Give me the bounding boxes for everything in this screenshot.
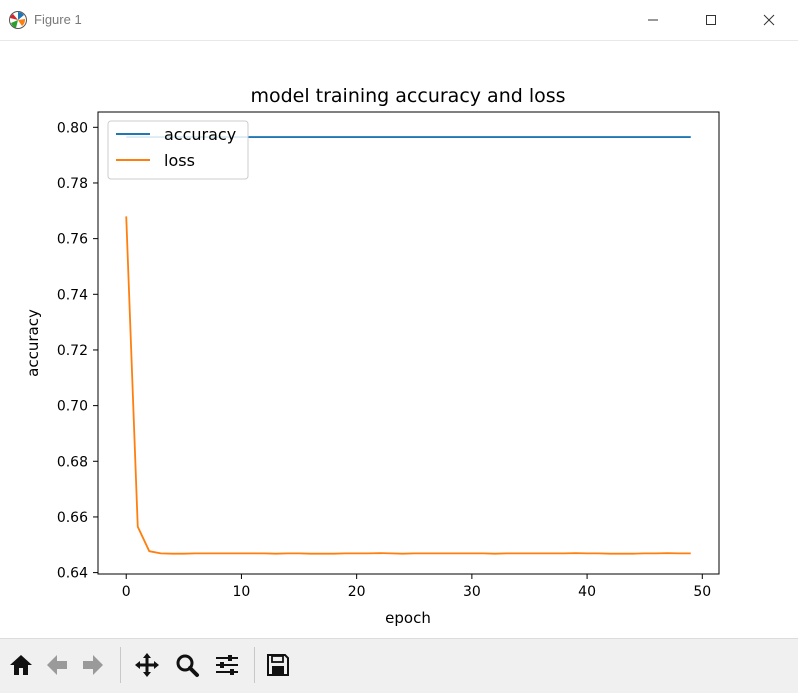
- legend: accuracy loss: [107, 120, 249, 180]
- toolbar-separator: [254, 647, 255, 683]
- y-tick-label: 0.78: [57, 176, 88, 192]
- home-button[interactable]: [5, 649, 37, 681]
- series-lines: [125, 136, 691, 555]
- configure-subplots-button[interactable]: [211, 649, 243, 681]
- window-title: Figure 1: [34, 12, 82, 27]
- save-button[interactable]: [262, 649, 294, 681]
- forward-button[interactable]: [77, 649, 109, 681]
- close-icon: [763, 14, 775, 26]
- navigation-toolbar: [0, 638, 798, 693]
- x-tick-label: 50: [693, 584, 711, 600]
- y-axis-ticks: 0.64 0.66 0.68 0.70 0.72 0.74 0.76 0.78 0.80: [57, 120, 98, 582]
- minimize-icon: [648, 19, 658, 21]
- home-icon: [10, 655, 32, 675]
- y-tick-label: 0.72: [57, 343, 88, 359]
- toolbar-separator: [120, 647, 121, 683]
- legend-box: [107, 120, 249, 180]
- chart-title: model training accuracy and loss: [250, 85, 565, 107]
- maximize-icon: [706, 15, 716, 25]
- x-tick-label: 30: [463, 584, 481, 600]
- legend-label-accuracy: accuracy: [164, 125, 236, 144]
- pan-icon: [135, 653, 159, 677]
- y-tick-label: 0.76: [57, 232, 88, 248]
- maximize-button[interactable]: [682, 0, 740, 40]
- x-tick-label: 0: [122, 584, 131, 600]
- line-chart: 0 10 20 30 40 50 0.64 0.66 0.68 0.70 0.72 0.74 0.76…: [24, 85, 720, 627]
- y-axis-label: accuracy: [24, 309, 42, 377]
- zoom-button[interactable]: [171, 649, 203, 681]
- window-titlebar: Figure 1: [0, 0, 798, 41]
- save-icon: [267, 654, 289, 676]
- x-axis-label: epoch: [385, 609, 431, 627]
- y-tick-label: 0.66: [57, 510, 88, 526]
- figure-canvas[interactable]: 0 10 20 30 40 50 0.64 0.66 0.68 0.70 0.72 0.74 0.76…: [0, 41, 798, 638]
- minimize-button[interactable]: [624, 0, 682, 40]
- y-tick-label: 0.80: [57, 120, 88, 136]
- axes-frame: [97, 111, 720, 575]
- back-arrow-icon: [47, 655, 67, 675]
- back-button[interactable]: [41, 649, 73, 681]
- configure-subplots-icon: [216, 655, 238, 675]
- y-tick-label: 0.68: [57, 454, 88, 470]
- y-tick-label: 0.70: [57, 399, 88, 415]
- y-tick-label: 0.64: [57, 566, 88, 582]
- pan-button[interactable]: [131, 649, 163, 681]
- series-line-loss: [125, 216, 691, 555]
- x-tick-label: 10: [233, 584, 251, 600]
- x-tick-label: 20: [348, 584, 366, 600]
- x-axis-ticks: 0 10 20 30 40 50: [122, 574, 711, 600]
- close-button[interactable]: [740, 0, 798, 40]
- forward-arrow-icon: [83, 655, 103, 675]
- x-tick-label: 40: [578, 584, 596, 600]
- matplotlib-logo-icon: [9, 11, 27, 29]
- y-tick-label: 0.74: [57, 287, 88, 303]
- zoom-icon: [176, 654, 199, 677]
- legend-label-loss: loss: [164, 151, 195, 170]
